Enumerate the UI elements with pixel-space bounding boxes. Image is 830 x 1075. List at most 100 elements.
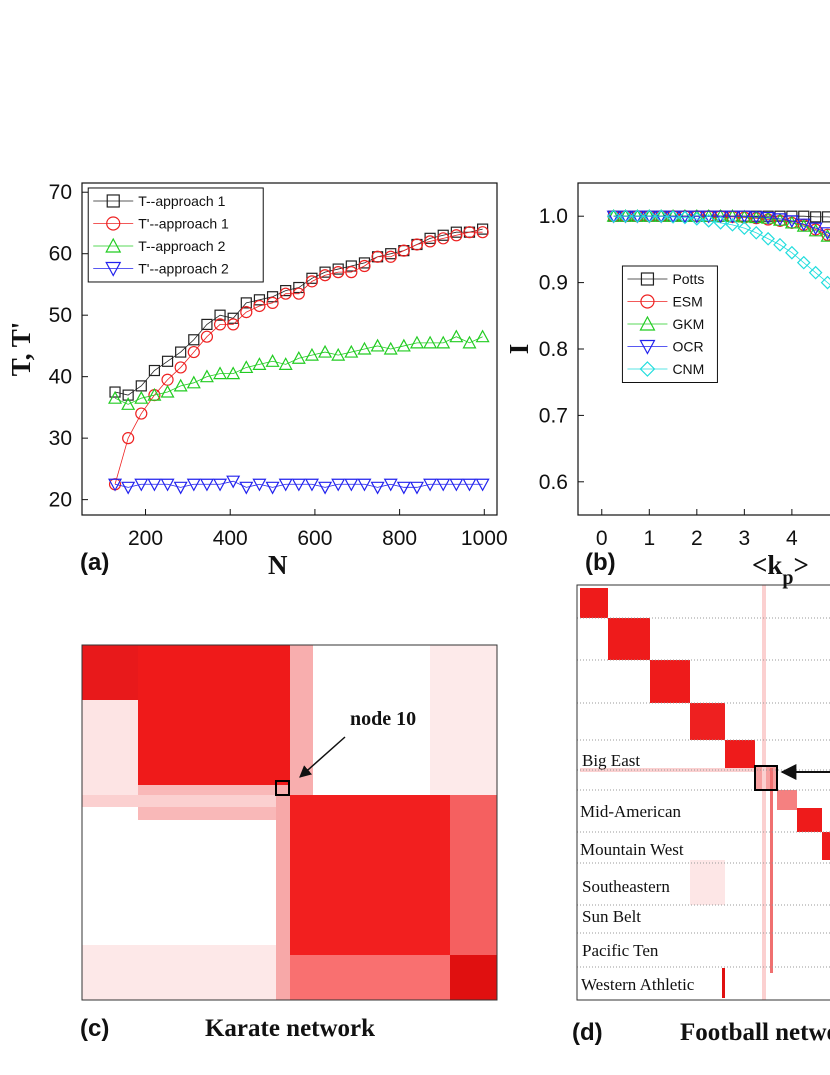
marker [304,478,319,492]
marker [476,226,489,239]
marker [370,338,385,352]
legend-label: OCR [672,339,703,355]
marker [174,361,187,374]
marker [396,338,411,352]
marker [173,481,188,495]
marker [213,318,227,331]
marker [371,250,384,263]
marker [227,318,240,331]
marker [449,329,464,343]
plot-area [108,223,490,495]
plot-area [606,208,830,290]
heatmap-cell [770,768,773,973]
marker [122,432,135,445]
y-tick-label: 1.0 [539,205,568,228]
marker [252,478,267,492]
marker [106,216,121,231]
marker [357,341,372,355]
marker [737,210,752,224]
heatmap-block [450,955,497,1000]
marker [344,478,359,492]
marker [749,225,764,240]
y-tick-label: 70 [49,181,72,204]
marker [639,315,656,331]
marker [796,218,811,232]
heatmap-cell [762,585,766,1000]
marker [214,309,226,321]
marker [292,287,305,300]
marker [449,478,464,492]
marker [606,210,621,224]
conference-label: Mountain West [580,840,684,859]
legend-label: T'--approach 2 [138,260,229,276]
heatmap-block [580,588,608,618]
marker [135,407,148,420]
marker [186,478,201,492]
heatmap-block [690,703,725,740]
series-line [613,215,830,286]
marker [134,478,149,492]
marker [266,291,279,303]
marker [135,380,147,392]
conference-label: Mid-American [580,802,682,821]
marker [291,478,306,492]
marker [226,366,241,380]
x-tick-label: 800 [382,527,417,550]
marker [200,330,214,343]
marker [654,209,669,224]
x-tick-label: 200 [128,527,163,550]
y-tick-label: 20 [49,489,72,512]
conference-label: Big East [582,751,640,770]
x-axis-label: <kp> [752,550,809,589]
arrow [299,736,346,778]
marker [227,312,239,324]
marker [423,235,437,248]
marker [475,329,490,343]
marker [640,294,655,309]
heatmap-cell [290,955,450,1000]
marker [160,478,175,492]
heatmap-block [725,740,755,768]
marker [701,213,716,228]
marker [344,344,359,358]
marker [642,209,657,224]
heatmap-block [650,660,690,703]
x-tick-label: 0 [596,527,608,550]
marker [278,478,293,492]
marker [762,213,775,226]
heatmap-block [797,808,822,832]
conference-label: Pacific Ten [582,941,659,960]
marker [161,355,174,367]
marker [188,334,200,346]
marker [331,478,346,492]
marker [397,244,410,257]
marker [821,211,830,223]
marker [689,212,704,226]
conference-label: Western Athletic [581,975,695,994]
marker [383,478,398,492]
x-axis-label-suffix: > [794,550,809,580]
heatmap-block [777,790,797,810]
marker [265,354,280,367]
marker [666,210,680,224]
panel-title: Football network [680,1019,830,1046]
y-tick-label: 40 [49,366,72,389]
marker [331,347,346,361]
marker [252,357,267,370]
x-axis-label-subscript: p [782,567,793,589]
marker [640,272,655,286]
conference-label: Sun Belt [582,907,641,926]
karate-heatmap: node 10 (c) Karate network [80,644,498,1042]
marker [278,357,293,370]
heatmap-frame [576,584,830,1001]
series-line [114,228,483,396]
x-tick-label: 1 [643,527,655,550]
marker [108,390,123,404]
x-axis-label-main: <k [752,550,782,580]
marker [293,281,305,294]
marker [265,481,280,495]
marker [409,481,424,495]
marker [713,210,728,224]
marker [173,378,188,392]
